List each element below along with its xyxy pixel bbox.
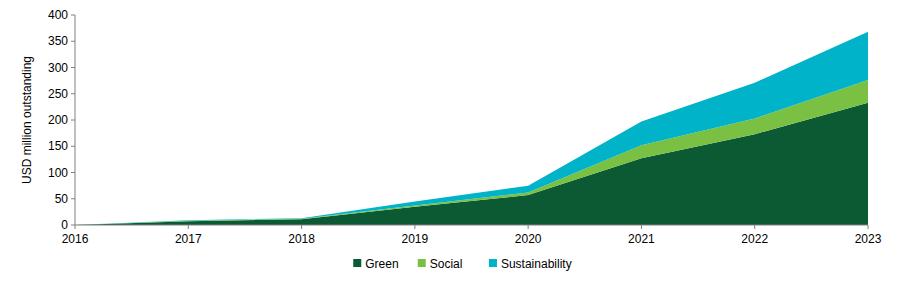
- chart: 0 50 100 150 200 250 300 350 400 2016 2017 2018 2019…: [0, 0, 898, 288]
- y-tick: [71, 67, 75, 68]
- y-tick: [71, 15, 75, 16]
- areas: [75, 32, 868, 225]
- x-tick: [188, 225, 189, 229]
- x-tick: [754, 225, 755, 229]
- x-tick: [868, 225, 869, 229]
- y-tick: [71, 172, 75, 173]
- y-tick-label: 50: [55, 192, 69, 206]
- y-tick-label: 350: [48, 34, 68, 48]
- legend-label: Social: [430, 257, 463, 271]
- x-tick-label: 2023: [855, 232, 882, 246]
- y-tick-label: 250: [48, 87, 68, 101]
- x-tick-label: 2019: [402, 232, 429, 246]
- x-tick: [301, 225, 302, 229]
- x-tick: [414, 225, 415, 229]
- y-tick: [71, 146, 75, 147]
- legend-label: Green: [365, 257, 398, 271]
- y-tick-label: 200: [48, 113, 68, 127]
- x-tick-label: 2021: [628, 232, 655, 246]
- x-tick-label: 2017: [175, 232, 202, 246]
- legend-label: Sustainability: [501, 257, 572, 271]
- x-tick-label: 2018: [288, 232, 315, 246]
- x-tick-label: 2016: [62, 232, 89, 246]
- y-tick: [71, 93, 75, 94]
- y-tick: [71, 120, 75, 121]
- y-tick-label: 0: [61, 218, 68, 232]
- area: [75, 32, 868, 225]
- legend: Green Social Sustainability: [353, 257, 571, 271]
- y-tick-label: 400: [48, 8, 68, 22]
- x-tick: [75, 225, 76, 229]
- legend-swatch: [418, 259, 426, 267]
- y-tick: [71, 225, 75, 226]
- x-axis: [75, 225, 868, 226]
- y-tick-label: 100: [48, 166, 68, 180]
- x-tick-label: 2020: [515, 232, 542, 246]
- x-tick: [528, 225, 529, 229]
- y-tick-label: 150: [48, 139, 68, 153]
- y-axis-label: USD million outstanding: [20, 56, 34, 184]
- y-tick: [71, 41, 75, 42]
- legend-swatch: [489, 259, 497, 267]
- y-tick-label: 300: [48, 61, 68, 75]
- x-tick-label: 2022: [741, 232, 768, 246]
- legend-swatch: [353, 259, 361, 267]
- y-tick: [71, 198, 75, 199]
- x-tick: [641, 225, 642, 229]
